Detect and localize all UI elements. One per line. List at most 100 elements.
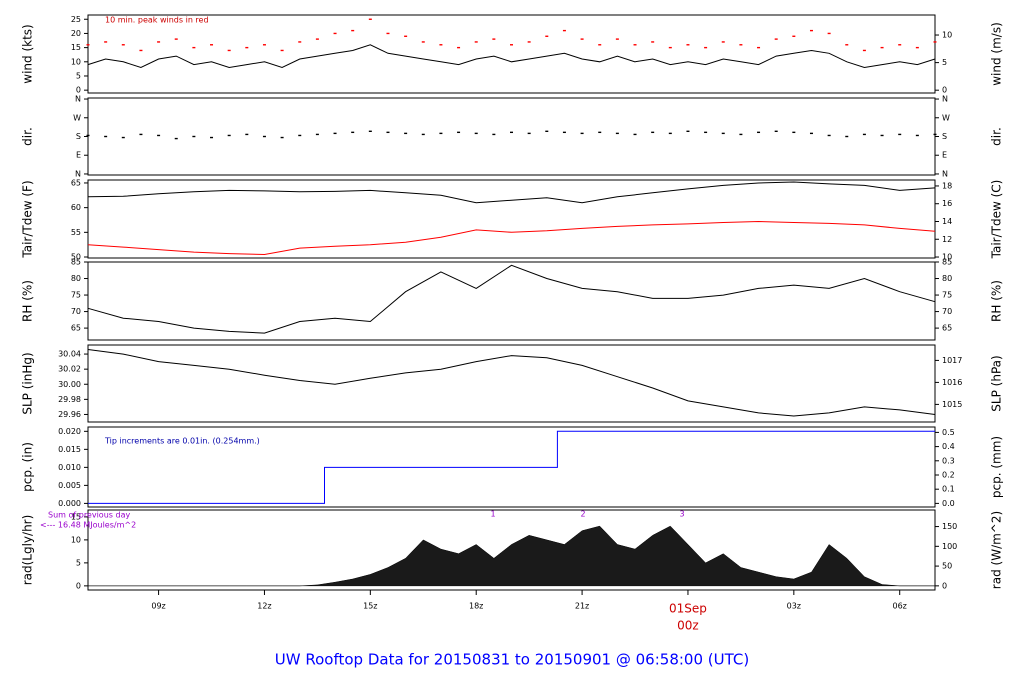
- y-tick-label: 10: [71, 535, 81, 544]
- y-tick-label: 20: [71, 29, 81, 38]
- data-point: [915, 134, 919, 137]
- data-point: [121, 136, 125, 139]
- data-point: [474, 132, 478, 135]
- y-tick-label: 0.005: [58, 481, 81, 490]
- y-tick-label: W: [73, 113, 81, 122]
- y-axis-label: rad(Lgly/hr): [21, 515, 35, 586]
- page-title: UW Rooftop Data for 20150831 to 20150901…: [275, 651, 749, 669]
- data-point: [368, 130, 372, 132]
- panel-frame: [87, 261, 936, 341]
- data-point: [862, 49, 866, 52]
- data-point: [262, 135, 266, 138]
- data-point: [757, 46, 761, 49]
- y2-tick-label: 10: [942, 253, 952, 262]
- data-point: [121, 44, 125, 46]
- y2-axis-label: wind (m/s): [990, 22, 1004, 86]
- y-tick-label: 10: [71, 57, 81, 66]
- data-point: [86, 44, 90, 46]
- data-point: [227, 134, 231, 137]
- data-point: [439, 44, 443, 46]
- data-point: [668, 132, 672, 135]
- data-point: [545, 130, 549, 132]
- data-point: [898, 133, 902, 136]
- data-point: [457, 46, 461, 49]
- x-tick-label: 06z: [893, 602, 907, 611]
- data-point: [210, 136, 214, 139]
- data-point: [386, 131, 390, 134]
- panel-frame: [87, 509, 936, 591]
- y-tick-label: 65: [71, 178, 81, 187]
- data-point: [704, 46, 708, 49]
- data-point: [298, 134, 302, 137]
- data-point: [510, 131, 513, 134]
- y2-tick-label: 1017: [942, 356, 962, 365]
- data-point: [527, 132, 531, 135]
- y-tick-label: 0.000: [58, 499, 81, 508]
- data-point: [192, 46, 196, 49]
- data-point: [580, 132, 584, 135]
- y-tick-label: 5: [76, 71, 81, 80]
- data-point: [351, 29, 355, 32]
- y2-tick-label: 85: [942, 258, 952, 267]
- data-point: [474, 41, 478, 43]
- y2-axis-label: pcp. (mm): [990, 436, 1004, 498]
- y2-tick-label: 10: [942, 31, 952, 40]
- y2-tick-label: 0.0: [942, 499, 955, 508]
- data-point: [562, 29, 566, 32]
- y2-tick-label: 0: [942, 86, 947, 95]
- y2-tick-label: 0.3: [942, 456, 955, 465]
- y2-tick-label: 65: [942, 324, 952, 333]
- data-point: [280, 49, 284, 52]
- data-point: [792, 35, 796, 37]
- y-tick-label: 30.00: [58, 380, 81, 389]
- data-point: [757, 131, 761, 134]
- y2-tick-label: 0.4: [942, 442, 955, 451]
- y2-tick-label: E: [942, 151, 947, 160]
- y2-tick-label: 1016: [942, 378, 962, 387]
- y2-tick-label: 18: [942, 181, 952, 190]
- y-tick-label: 15: [71, 512, 81, 521]
- data-point: [174, 38, 178, 40]
- data-point: [915, 46, 919, 49]
- y-tick-label: 60: [71, 203, 81, 212]
- data-line: [87, 264, 936, 334]
- data-point: [104, 41, 108, 43]
- y2-axis-label: dir.: [990, 127, 1004, 146]
- data-point: [792, 131, 796, 134]
- x-tick-label: 00z: [677, 619, 699, 633]
- y2-tick-label: 100: [942, 542, 957, 551]
- data-point: [739, 44, 743, 46]
- data-point: [192, 135, 196, 138]
- y-axis-label: RH (%): [21, 280, 35, 322]
- y2-tick-label: 80: [942, 274, 952, 283]
- y2-tick-label: 0.2: [942, 470, 955, 479]
- data-point: [386, 32, 390, 35]
- data-point: [686, 130, 690, 132]
- y-tick-label: N: [75, 169, 81, 178]
- day-marker: 1: [490, 510, 495, 519]
- y2-tick-label: 70: [942, 307, 952, 316]
- data-point: [809, 29, 813, 32]
- data-point: [439, 132, 443, 135]
- data-point: [262, 44, 266, 46]
- panel-frame: [87, 97, 936, 176]
- data-point: [368, 18, 372, 20]
- y-tick-label: 0.020: [58, 427, 81, 436]
- y2-tick-label: 50: [942, 562, 952, 571]
- y-tick-label: E: [76, 151, 81, 160]
- data-point: [562, 131, 566, 134]
- data-point: [827, 32, 831, 35]
- data-point: [492, 133, 496, 136]
- data-point: [545, 35, 549, 37]
- y-tick-label: 50: [71, 253, 81, 262]
- data-point: [315, 133, 319, 136]
- y-axis-label: pcp. (in): [21, 442, 35, 492]
- data-point: [457, 131, 461, 134]
- x-tick-label: 09z: [151, 602, 165, 611]
- x-tick-label: 18z: [469, 602, 483, 611]
- data-point: [174, 137, 178, 140]
- y2-axis-label: SLP (hPa): [990, 355, 1004, 411]
- y-axis-label: Tair/Tdew (F): [21, 180, 35, 258]
- data-point: [245, 46, 249, 49]
